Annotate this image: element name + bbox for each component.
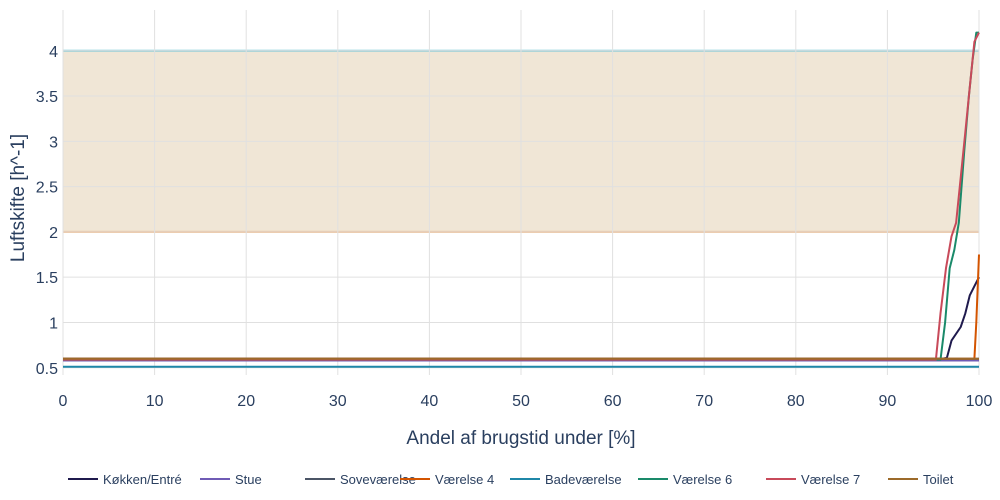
series-line-7 (63, 32, 980, 361)
y-tick-label: 0.5 (36, 361, 58, 378)
x-tick-label: 40 (421, 393, 439, 410)
y-tick-label: 2 (49, 225, 58, 242)
x-tick-label: 100 (966, 393, 993, 410)
legend-label: Toilet (923, 472, 954, 487)
legend-label: Soveværelse (340, 472, 416, 487)
legend-label: Badeværelse (545, 472, 622, 487)
y-tick-label: 2.5 (36, 180, 58, 197)
x-tick-label: 0 (59, 393, 68, 410)
x-tick-label: 20 (237, 393, 255, 410)
x-tick-label: 50 (512, 393, 530, 410)
y-tick-label: 3 (49, 134, 58, 151)
x-axis-title: Andel af brugstid under [%] (406, 428, 635, 449)
y-axis-title: Luftskifte [h^-1] (8, 134, 29, 262)
legend-label: Værelse 4 (435, 472, 494, 487)
x-tick-label: 90 (879, 393, 897, 410)
legend: Køkken/Entré Stue Soveværelse Værelse 4 Bade… (68, 472, 954, 487)
legend-label: Stue (235, 472, 262, 487)
y-tick-label: 3.5 (36, 89, 58, 106)
y-tick-label: 1.5 (36, 270, 58, 287)
legend-label: Værelse 7 (801, 472, 860, 487)
x-tick-label: 80 (787, 393, 805, 410)
x-tick-label: 60 (604, 393, 622, 410)
x-tick-label: 10 (146, 393, 164, 410)
x-tick-label: 70 (695, 393, 713, 410)
x-tick-label: 30 (329, 393, 347, 410)
y-tick-label: 1 (49, 315, 58, 332)
legend-label: Køkken/Entré (103, 472, 182, 487)
legend-label: Værelse 6 (673, 472, 732, 487)
y-tick-label: 4 (49, 44, 58, 61)
